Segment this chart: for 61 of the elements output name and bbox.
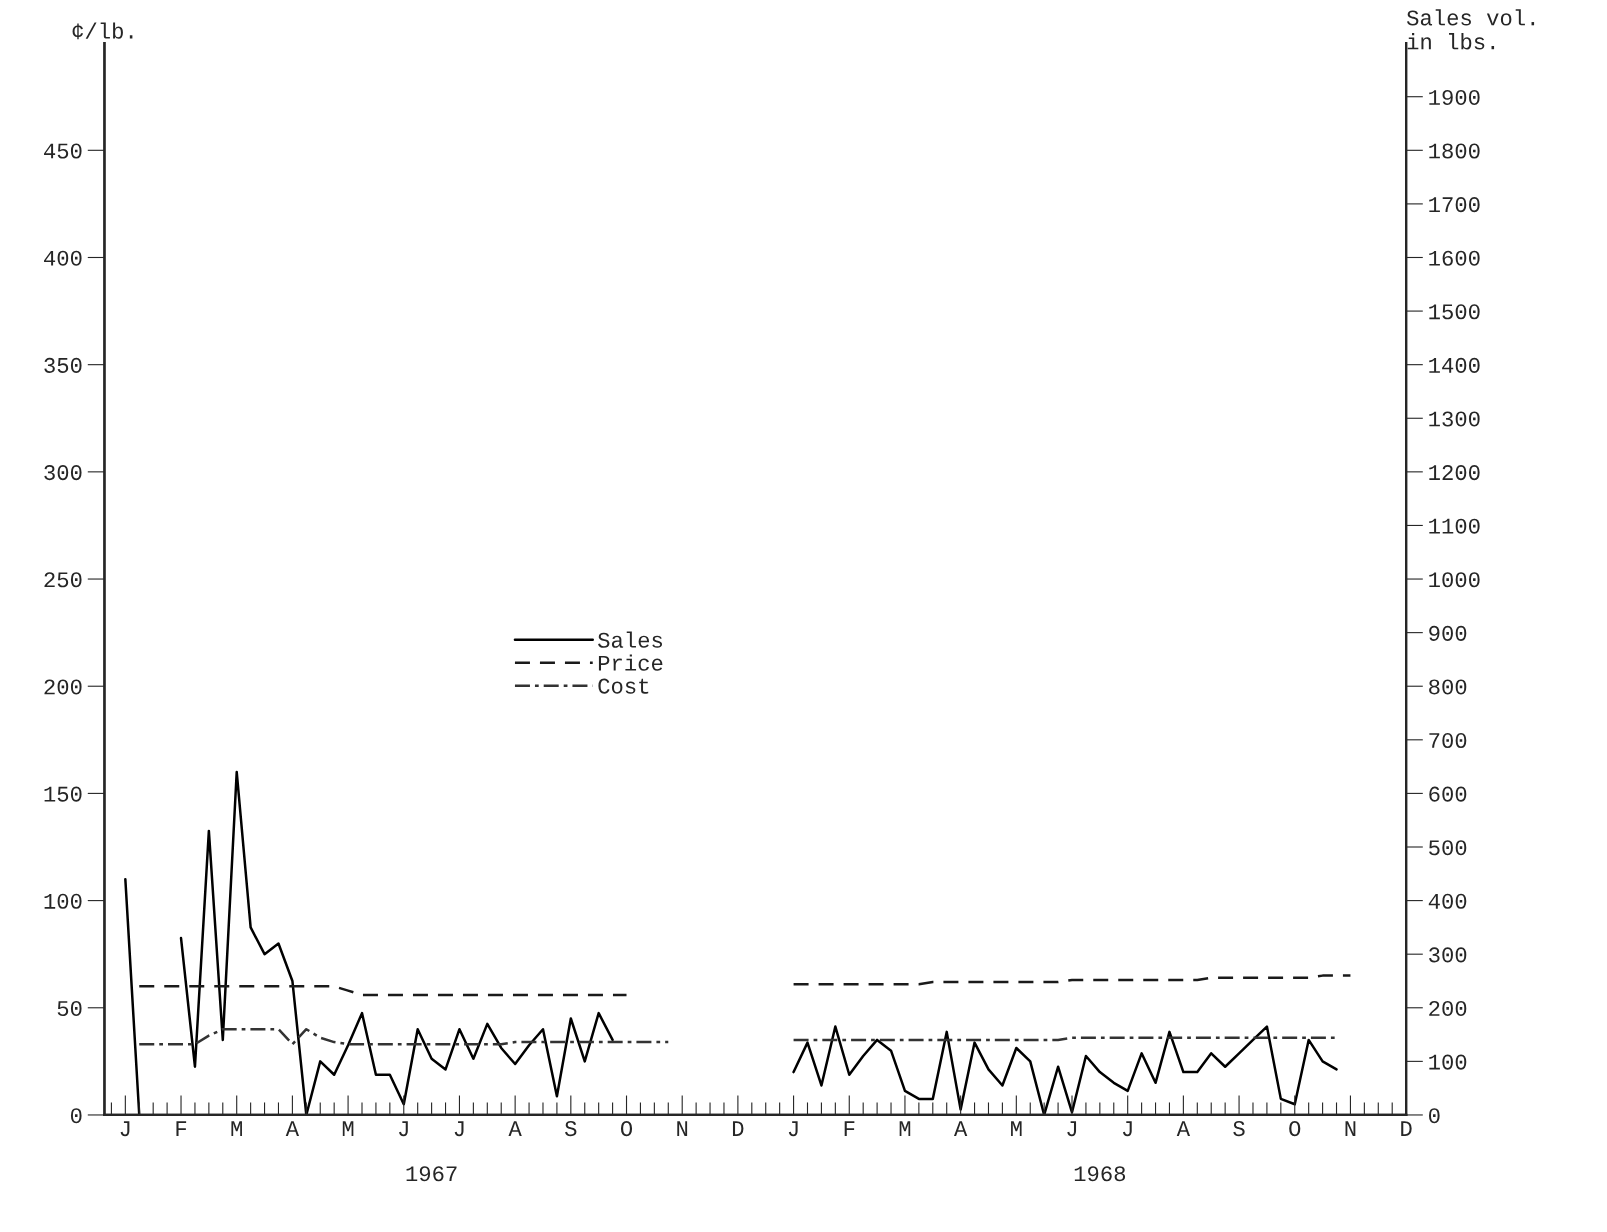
y-tick-label: 250 (44, 572, 82, 588)
x-tick-label: A (285, 1121, 300, 1136)
y2-tick-label: 1700 (1429, 197, 1480, 213)
y-tick-label: 100 (44, 893, 82, 909)
y2-tick-label: 200 (1429, 1000, 1467, 1017)
y2-tick-label: 300 (1429, 947, 1467, 963)
y2-tick-label: 1100 (1429, 518, 1480, 534)
y2-tick-label: 1400 (1429, 357, 1480, 373)
x-tick-label: J (788, 1121, 798, 1137)
y-tick-label: 150 (44, 786, 82, 802)
y-axis-title: ¢/lb. (70, 22, 133, 40)
y-tick-label: 400 (44, 250, 82, 266)
x-tick-label: M (231, 1121, 242, 1136)
x-tick-label: M (1011, 1121, 1022, 1136)
text: 1968 (1074, 1166, 1126, 1182)
x-tick-label: D (1401, 1121, 1412, 1136)
y2-tick-label: 1900 (1429, 89, 1480, 105)
x-tick-label: F (844, 1121, 855, 1136)
y2-tick-label: 900 (1429, 625, 1467, 641)
x-tick-label: M (342, 1121, 354, 1136)
text: 1967 (406, 1166, 457, 1182)
x-tick-label: J (454, 1121, 464, 1137)
y2-tick-label: 1600 (1429, 250, 1480, 266)
legend-label: Price (598, 654, 663, 671)
x-tick-label: A (953, 1121, 968, 1136)
x-tick-label: O (620, 1121, 633, 1137)
y2-tick-label: 1500 (1429, 304, 1480, 320)
y-tick-label: 350 (44, 357, 82, 373)
x-tick-label: O (1289, 1121, 1301, 1137)
y2-tick-label: 600 (1429, 786, 1467, 802)
y-tick-label: 450 (44, 143, 82, 159)
y-tick-label: 50 (57, 1000, 82, 1017)
y-tick-label: 300 (44, 465, 82, 481)
y2-tick-label: 1800 (1429, 143, 1480, 159)
x-tick-label: J (1122, 1121, 1132, 1137)
x-tick-label: A (508, 1121, 522, 1136)
x-tick-label: J (120, 1121, 130, 1137)
x-tick-label: S (1233, 1121, 1245, 1137)
legend-label: Sales (598, 631, 663, 648)
y2-tick-label: 1300 (1429, 411, 1480, 427)
x-tick-label: S (565, 1121, 577, 1137)
y2-tick-label: 500 (1429, 840, 1467, 856)
x-tick-label: N (1345, 1121, 1356, 1136)
y2-tick-label: 100 (1429, 1054, 1467, 1070)
x-tick-label: J (399, 1121, 408, 1137)
x-tick-label: A (1176, 1121, 1191, 1136)
x-tick-label: F (176, 1121, 187, 1136)
y2-tick-label: 0 (1429, 1108, 1440, 1124)
y2-tick-label: 800 (1429, 679, 1467, 695)
y2-axis-title: Sales vol. in lbs. (1406, 9, 1535, 50)
x-tick-label: D (732, 1121, 744, 1136)
y-tick-label: 200 (44, 679, 82, 695)
y2-tick-label: 1000 (1429, 572, 1480, 588)
x-tick-label: J (1067, 1121, 1077, 1137)
y2-tick-label: 1200 (1429, 465, 1480, 481)
y2-tick-label: 700 (1429, 733, 1467, 749)
y-tick-label: 0 (70, 1108, 82, 1124)
legend-label: Cost (598, 678, 649, 694)
x-tick-label: M (899, 1121, 911, 1136)
y2-tick-label: 400 (1428, 893, 1467, 909)
x-tick-label: N (677, 1121, 688, 1136)
